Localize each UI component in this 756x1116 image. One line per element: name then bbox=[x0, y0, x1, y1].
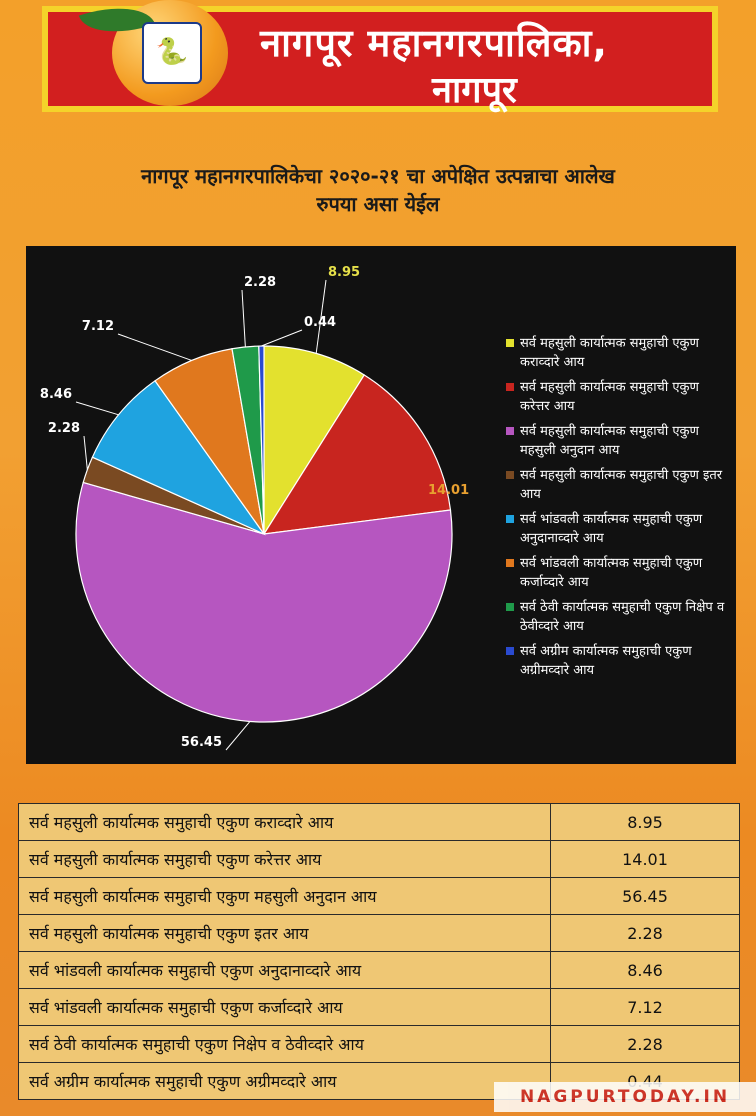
chart-heading: नागपूर महानगरपालिकेचा २०२०-२१ चा अपेक्षि… bbox=[40, 162, 716, 218]
legend-swatch bbox=[506, 383, 514, 391]
pie-slice-5 bbox=[91, 379, 266, 536]
table-cell-label: सर्व अग्रीम कार्यात्मक समुहाची एकुण अग्र… bbox=[18, 1062, 551, 1100]
watermark: NAGPURTODAY.IN bbox=[494, 1082, 756, 1112]
legend-label: सर्व महसुली कार्यात्मक समुहाची एकुण कराव… bbox=[520, 336, 699, 370]
pie-chart: 8.95 14.01 56.45 2.28 8.46 7.12 2.28 0.44 bbox=[40, 265, 469, 751]
legend-swatch bbox=[506, 603, 514, 611]
legend-swatch bbox=[506, 515, 514, 523]
leader-line-5 bbox=[75, 401, 119, 416]
legend-item: सर्व भांडवली कार्यात्मक समुहाची एकुण अनु… bbox=[504, 510, 732, 548]
legend-swatch bbox=[506, 647, 514, 655]
table-cell-value: 8.95 bbox=[550, 803, 740, 841]
table-cell-value: 2.28 bbox=[550, 1025, 740, 1063]
table-row: सर्व महसुली कार्यात्मक समुहाची एकुण इतर … bbox=[18, 914, 740, 952]
table-cell-value: 8.46 bbox=[550, 951, 740, 989]
data-label-5: 8.46 bbox=[40, 387, 72, 402]
header-title-line1: नागपूर महानगरपालिका, bbox=[260, 21, 608, 65]
legend-swatch bbox=[506, 559, 514, 567]
pie-slice-3 bbox=[75, 481, 453, 723]
chart-legend: सर्व महसुली कार्यात्मक समुहाची एकुण कराव… bbox=[504, 334, 732, 686]
table-cell-label: सर्व भांडवली कार्यात्मक समुहाची एकुण कर्… bbox=[18, 988, 551, 1026]
table-row: सर्व अग्रीम कार्यात्मक समुहाची एकुण अग्र… bbox=[18, 1062, 740, 1100]
legend-item: सर्व अग्रीम कार्यात्मक समुहाची एकुण अग्र… bbox=[504, 642, 732, 680]
leader-line-8 bbox=[261, 329, 303, 347]
table-cell-value: 2.28 bbox=[550, 914, 740, 952]
leader-line-7 bbox=[241, 289, 246, 347]
chart-title: नागपूर महानगरपालिकेचा २०२०-२१ चा अपेक्षि… bbox=[141, 164, 615, 188]
legend-label: सर्व महसुली कार्यात्मक समुहाची एकुण करेत… bbox=[520, 380, 699, 414]
legend-label: सर्व भांडवली कार्यात्मक समुहाची एकुण अनु… bbox=[520, 512, 703, 546]
table-cell-label: सर्व महसुली कार्यात्मक समुहाची एकुण करेत… bbox=[18, 840, 551, 878]
table-cell-label: सर्व महसुली कार्यात्मक समुहाची एकुण कराव… bbox=[18, 803, 551, 841]
data-label-1: 8.95 bbox=[328, 265, 360, 280]
legend-item: सर्व महसुली कार्यात्मक समुहाची एकुण इतर … bbox=[504, 466, 732, 504]
table-row: सर्व महसुली कार्यात्मक समुहाची एकुण कराव… bbox=[18, 803, 740, 841]
data-label-6: 7.12 bbox=[82, 319, 114, 334]
header-title-line2: नागपूर bbox=[432, 70, 517, 111]
leader-line-4 bbox=[83, 435, 88, 470]
leader-line-3 bbox=[225, 721, 251, 751]
chart-panel: 8.95 14.01 56.45 2.28 8.46 7.12 2.28 0.44 सर्व … bbox=[26, 246, 736, 764]
legend-label: सर्व ठेवी कार्यात्मक समुहाची एकुण निक्षे… bbox=[520, 600, 725, 634]
legend-swatch bbox=[506, 339, 514, 347]
table-cell-value: 14.01 bbox=[550, 840, 740, 878]
legend-label: सर्व महसुली कार्यात्मक समुहाची एकुण इतर … bbox=[520, 468, 723, 502]
leader-line-1 bbox=[315, 279, 327, 354]
table-cell-label: सर्व भांडवली कार्यात्मक समुहाची एकुण अनु… bbox=[18, 951, 551, 989]
table-cell-value: 56.45 bbox=[550, 877, 740, 915]
data-label-8: 0.44 bbox=[304, 315, 336, 330]
table-cell-label: सर्व ठेवी कार्यात्मक समुहाची एकुण निक्षे… bbox=[18, 1025, 551, 1063]
table-row: सर्व भांडवली कार्यात्मक समुहाची एकुण अनु… bbox=[18, 951, 740, 989]
table-row: सर्व महसुली कार्यात्मक समुहाची एकुण करेत… bbox=[18, 840, 740, 878]
table-row: सर्व महसुली कार्यात्मक समुहाची एकुण महसु… bbox=[18, 877, 740, 915]
chart-subtitle: रुपया असा येईल bbox=[316, 192, 440, 216]
data-table: सर्व महसुली कार्यात्मक समुहाची एकुण कराव… bbox=[18, 803, 740, 1100]
table-row: सर्व भांडवली कार्यात्मक समुहाची एकुण कर्… bbox=[18, 988, 740, 1026]
emblem-icon: 🐍 bbox=[142, 22, 202, 84]
header-banner: 🐍 नागपूर महानगरपालिका, नागपूर bbox=[42, 0, 718, 112]
legend-item: सर्व महसुली कार्यात्मक समुहाची एकुण कराव… bbox=[504, 334, 732, 372]
legend-item: सर्व भांडवली कार्यात्मक समुहाची एकुण कर्… bbox=[504, 554, 732, 592]
legend-swatch bbox=[506, 427, 514, 435]
table-row: सर्व ठेवी कार्यात्मक समुहाची एकुण निक्षे… bbox=[18, 1025, 740, 1063]
pie-slice-2 bbox=[262, 374, 452, 535]
table-cell-value: 7.12 bbox=[550, 988, 740, 1026]
legend-swatch bbox=[506, 471, 514, 479]
data-label-7: 2.28 bbox=[244, 275, 276, 290]
table-cell-label: सर्व महसुली कार्यात्मक समुहाची एकुण इतर … bbox=[18, 914, 551, 952]
legend-label: सर्व अग्रीम कार्यात्मक समुहाची एकुण अग्र… bbox=[520, 644, 692, 678]
legend-item: सर्व महसुली कार्यात्मक समुहाची एकुण महसु… bbox=[504, 422, 732, 460]
data-label-4: 2.28 bbox=[48, 421, 80, 436]
nmc-logo: 🐍 bbox=[78, 0, 228, 106]
table-cell-label: सर्व महसुली कार्यात्मक समुहाची एकुण महसु… bbox=[18, 877, 551, 915]
data-label-2: 14.01 bbox=[428, 483, 469, 498]
data-label-3: 56.45 bbox=[181, 735, 222, 750]
legend-item: सर्व महसुली कार्यात्मक समुहाची एकुण करेत… bbox=[504, 378, 732, 416]
legend-label: सर्व महसुली कार्यात्मक समुहाची एकुण महसु… bbox=[520, 424, 699, 458]
legend-item: सर्व ठेवी कार्यात्मक समुहाची एकुण निक्षे… bbox=[504, 598, 732, 636]
legend-label: सर्व भांडवली कार्यात्मक समुहाची एकुण कर्… bbox=[520, 556, 703, 590]
leader-line-6 bbox=[117, 333, 192, 361]
